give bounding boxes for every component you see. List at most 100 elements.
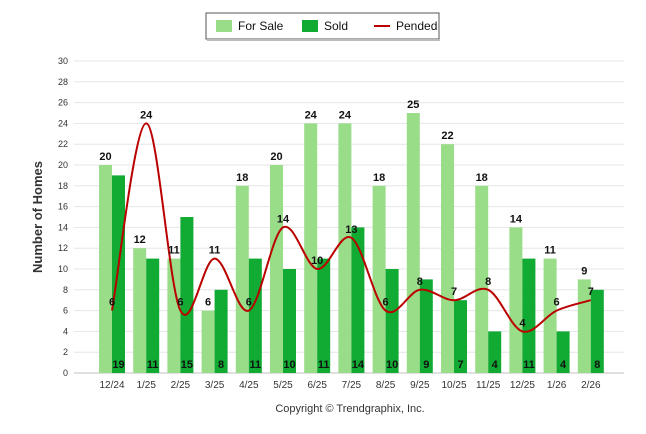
for-sale-bar [133, 248, 147, 373]
y-tick-label: 0 [63, 368, 68, 378]
sold-bar [214, 289, 228, 373]
for-sale-data-label: 22 [441, 130, 453, 142]
for-sale-data-label: 24 [305, 109, 318, 121]
sold-bar [146, 258, 160, 373]
pended-data-label: 8 [417, 276, 423, 288]
for-sale-bar [167, 258, 181, 373]
sold-data-label: 11 [318, 359, 330, 371]
y-tick-label: 28 [58, 77, 68, 87]
sold-data-label: 8 [594, 359, 600, 371]
for-sale-data-label: 18 [236, 172, 248, 184]
sold-bar [590, 289, 604, 373]
pended-data-label: 14 [277, 213, 290, 225]
pended-data-label: 8 [485, 276, 491, 288]
x-tick-label: 10/25 [441, 380, 466, 391]
sold-bar [556, 331, 570, 373]
x-tick-label: 2/26 [581, 380, 601, 391]
sold-data-label: 7 [457, 359, 463, 371]
sold-data-label: 11 [147, 359, 159, 371]
sold-bar [180, 217, 194, 373]
sold-data-label: 10 [386, 359, 398, 371]
pended-data-label: 6 [109, 297, 115, 309]
sold-bar [385, 269, 399, 373]
for-sale-bar [99, 165, 112, 373]
sold-data-label: 14 [352, 359, 365, 371]
copyright-credit: Copyright © Trendgraphix, Inc. [275, 403, 424, 415]
pended-data-label: 13 [345, 224, 357, 236]
y-tick-label: 16 [58, 202, 68, 212]
for-sale-bar [235, 185, 249, 373]
for-sale-bar [270, 165, 283, 373]
legend: For Sale Sold Pended [205, 12, 440, 41]
legend-swatch-0 [216, 20, 232, 32]
for-sale-data-label: 20 [99, 151, 111, 163]
sold-data-label: 4 [492, 359, 499, 371]
pended-data-label: 11 [209, 245, 221, 257]
for-sale-bar [201, 310, 215, 373]
for-sale-bar [338, 123, 352, 374]
sold-data-label: 10 [283, 359, 295, 371]
y-tick-label: 10 [58, 264, 68, 274]
x-tick-label: 4/25 [239, 380, 259, 391]
for-sale-data-label: 12 [134, 234, 146, 246]
for-sale-data-label: 6 [205, 297, 211, 309]
for-sale-data-label: 14 [510, 213, 523, 225]
for-sale-bar [372, 185, 386, 373]
pended-data-label: 4 [519, 317, 526, 329]
y-tick-label: 12 [58, 243, 68, 253]
sold-bar [248, 258, 262, 373]
sold-bar [351, 227, 365, 373]
x-tick-label: 2/25 [171, 380, 191, 391]
legend-label: Pended [396, 19, 437, 33]
x-tick-label: 1/26 [547, 380, 567, 391]
for-sale-data-label: 24 [339, 109, 352, 121]
pended-series-line [111, 122, 592, 333]
y-tick-label: 20 [58, 160, 68, 170]
x-tick-label: 3/25 [205, 380, 225, 391]
for-sale-data-label: 11 [544, 245, 556, 257]
y-tick-label: 14 [58, 222, 68, 232]
pended-data-label: 10 [311, 255, 323, 267]
x-tick-label: 1/25 [136, 380, 156, 391]
sold-data-label: 11 [249, 359, 261, 371]
legend-label: Sold [324, 19, 348, 33]
sold-bar [419, 279, 433, 373]
pended-data-label: 7 [588, 286, 594, 298]
y-axis-label: Number of Homes [30, 161, 45, 273]
sold-bar [522, 258, 536, 373]
y-tick-label: 8 [63, 285, 68, 295]
sold-bar [283, 269, 296, 373]
pended-data-label: 6 [246, 297, 252, 309]
x-tick-label: 6/25 [307, 380, 327, 391]
for-sale-bar [304, 123, 318, 374]
y-tick-label: 24 [58, 118, 68, 128]
for-sale-data-label: 25 [407, 99, 419, 111]
sold-data-label: 19 [112, 359, 124, 371]
pended-data-label: 6 [177, 297, 183, 309]
sold-data-label: 8 [218, 359, 224, 371]
pended-data-label: 6 [554, 297, 560, 309]
sold-data-label: 9 [423, 359, 429, 371]
sold-bar [112, 175, 125, 373]
sold-bar [454, 300, 467, 373]
y-tick-label: 6 [63, 306, 68, 316]
x-tick-label: 12/24 [99, 380, 124, 391]
pended-data-label: 7 [451, 286, 457, 298]
sold-data-label: 4 [560, 359, 567, 371]
bars [99, 113, 604, 374]
for-sale-bar [509, 227, 523, 373]
pended-data-label: 24 [140, 109, 153, 121]
y-tick-label: 4 [63, 326, 68, 336]
for-sale-bar [441, 144, 454, 373]
y-tick-label: 22 [58, 139, 68, 149]
for-sale-data-label: 18 [373, 172, 385, 184]
legend-label: For Sale [238, 19, 284, 33]
legend-swatch-1 [302, 20, 318, 32]
legend-box [205, 12, 440, 40]
x-tick-label: 12/25 [510, 380, 535, 391]
x-tick-label: 7/25 [342, 380, 362, 391]
y-tick-label: 2 [63, 347, 68, 357]
x-tick-label: 5/25 [273, 380, 293, 391]
y-tick-label: 26 [58, 98, 68, 108]
y-tick-label: 30 [58, 56, 68, 66]
